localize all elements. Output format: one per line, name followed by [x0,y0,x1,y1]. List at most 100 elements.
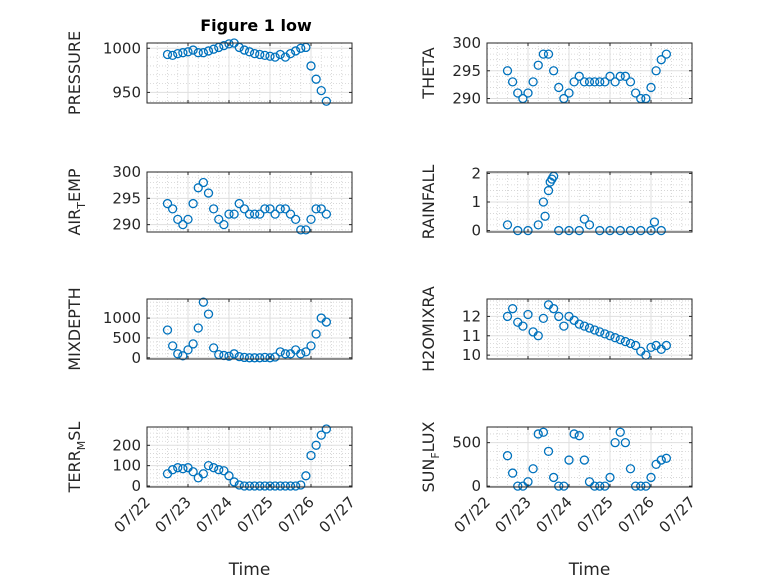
data-point [518,321,528,331]
data-point [270,209,280,219]
y-tick-label: 200 [112,436,141,454]
axes-frame [146,171,353,233]
data-point [502,311,513,322]
data-point [255,353,265,363]
data-point [178,464,188,474]
data-point [316,85,326,96]
axes-rainfall: 0 1 2 RAINFALL [419,164,693,240]
axes-frame [486,298,693,360]
data-point [502,451,513,461]
data-point [502,220,513,230]
data-point [198,177,209,188]
data-point [249,481,260,491]
data-point [198,48,209,58]
data-point [605,225,615,236]
data-point [280,204,291,214]
data-point [244,353,255,363]
data-point [579,214,590,224]
y-axis-label: H2OMIXRA [419,286,438,372]
data-point [280,481,291,491]
data-point [507,304,518,314]
data-point [306,341,316,351]
data-point [600,329,610,339]
data-point [316,430,326,440]
x-axis-label: Time [568,560,611,580]
data-point [605,71,615,81]
y-axis-label: THETA [419,47,438,99]
data-point [620,438,631,448]
data-point [183,47,193,57]
data-point [502,66,513,76]
data-point [229,349,239,359]
data-point [579,321,590,331]
y-tick-label: 0 [471,477,481,495]
data-point [656,55,666,65]
data-point [270,52,280,62]
data-point [178,351,188,361]
data-point [646,472,656,483]
data-point [636,225,646,236]
data-point [249,353,260,363]
data-point [173,214,183,225]
data-point [290,46,301,56]
data-point [615,427,625,437]
data-point [630,340,641,351]
data-point [260,352,270,363]
axes-frame [146,426,353,488]
y-axis-label: PRESSURE [65,31,84,115]
data-point [600,481,610,491]
data-point [625,77,636,87]
data-point [255,49,265,60]
data-point [285,481,296,491]
data-point [620,71,631,81]
data-point [224,39,234,49]
y-tick-label: 2 [471,164,481,182]
data-point [559,481,569,491]
data-point [229,209,239,219]
y-tick-label: 290 [452,90,481,108]
data-point [610,77,620,87]
data-point [301,225,311,235]
data-point [584,77,595,87]
data-point [615,334,625,345]
data-point [162,49,173,60]
data-point [646,225,656,236]
data-point [219,466,229,476]
data-point [203,309,214,319]
data-point [203,460,214,471]
data-point [290,214,301,225]
data-point [316,204,326,214]
data-point [625,338,636,349]
data-point [548,66,559,76]
data-point [203,46,214,56]
data-point [661,49,672,59]
axes-pressure: 950 1000 PRESSURE [65,31,353,115]
data-point [595,225,605,236]
data-point [208,463,219,473]
data-point [615,71,625,81]
data-point [574,319,584,329]
data-point [198,469,209,479]
data-point [538,197,549,207]
data-point [620,336,631,347]
data-point [554,311,564,322]
data-point [296,480,306,490]
data-point [543,446,554,456]
data-point [198,297,209,307]
data-point [296,349,306,359]
data-point [162,198,173,209]
data-point [569,77,579,87]
data-point [661,453,672,463]
data-point [538,313,549,324]
data-point [188,467,198,477]
data-point [167,341,178,351]
data-point [285,48,296,59]
y-tick-label: 1 [471,193,481,211]
data-point [208,343,219,353]
data-point [301,347,311,357]
data-point [605,331,615,341]
data-point [173,463,183,473]
data-point [311,440,321,450]
data-point [589,481,600,491]
